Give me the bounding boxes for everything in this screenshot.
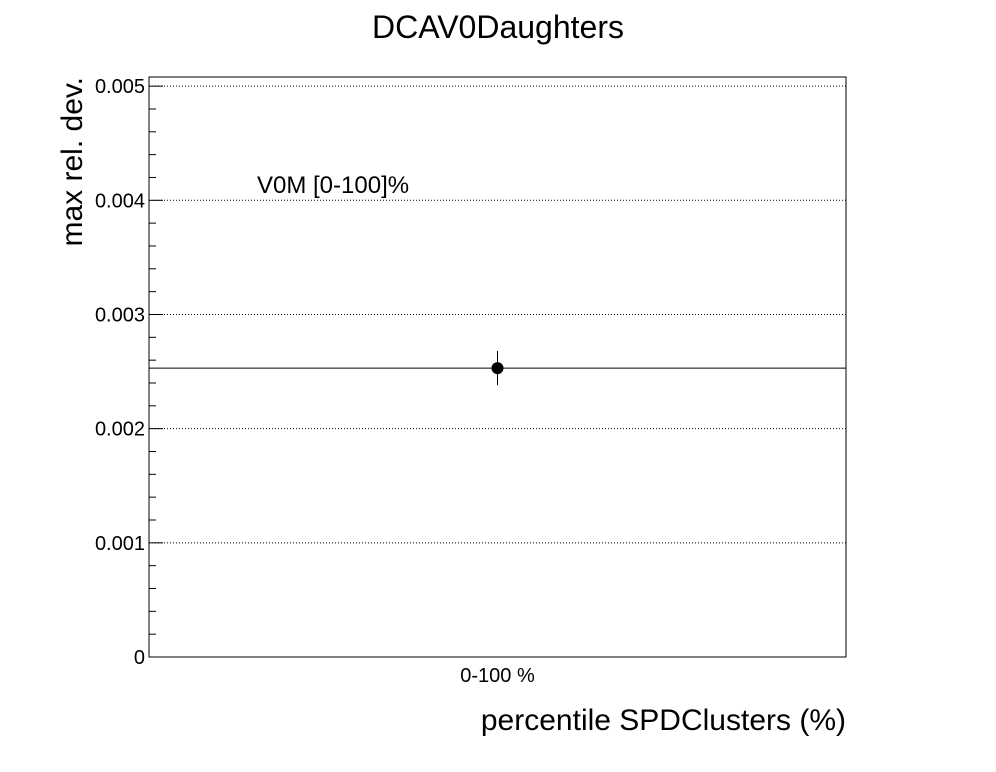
chart-title: DCAV0Daughters bbox=[372, 9, 624, 45]
y-axis: 0 0.001 0.002 0.003 0.004 0.005 bbox=[95, 76, 163, 669]
y-axis-title: max rel. dev. bbox=[56, 77, 89, 247]
grid bbox=[149, 85, 846, 544]
plot-frame bbox=[148, 76, 847, 658]
y-tick-label: 0.003 bbox=[95, 304, 145, 326]
annotation-label: V0M [0-100]% bbox=[257, 172, 409, 199]
y-tick-label: 0.005 bbox=[95, 76, 145, 98]
y-tick-label: 0.004 bbox=[95, 190, 145, 212]
data-point bbox=[491, 362, 504, 375]
x-tick-label: 0-100 % bbox=[460, 665, 535, 687]
y-tick-label: 0 bbox=[134, 647, 145, 669]
x-axis: 0-100 % bbox=[460, 665, 535, 687]
x-axis-title: percentile SPDClusters (%) bbox=[481, 704, 846, 737]
data-marks bbox=[149, 351, 846, 386]
y-tick-label: 0.002 bbox=[95, 419, 145, 441]
y-tick-label: 0.001 bbox=[95, 533, 145, 555]
